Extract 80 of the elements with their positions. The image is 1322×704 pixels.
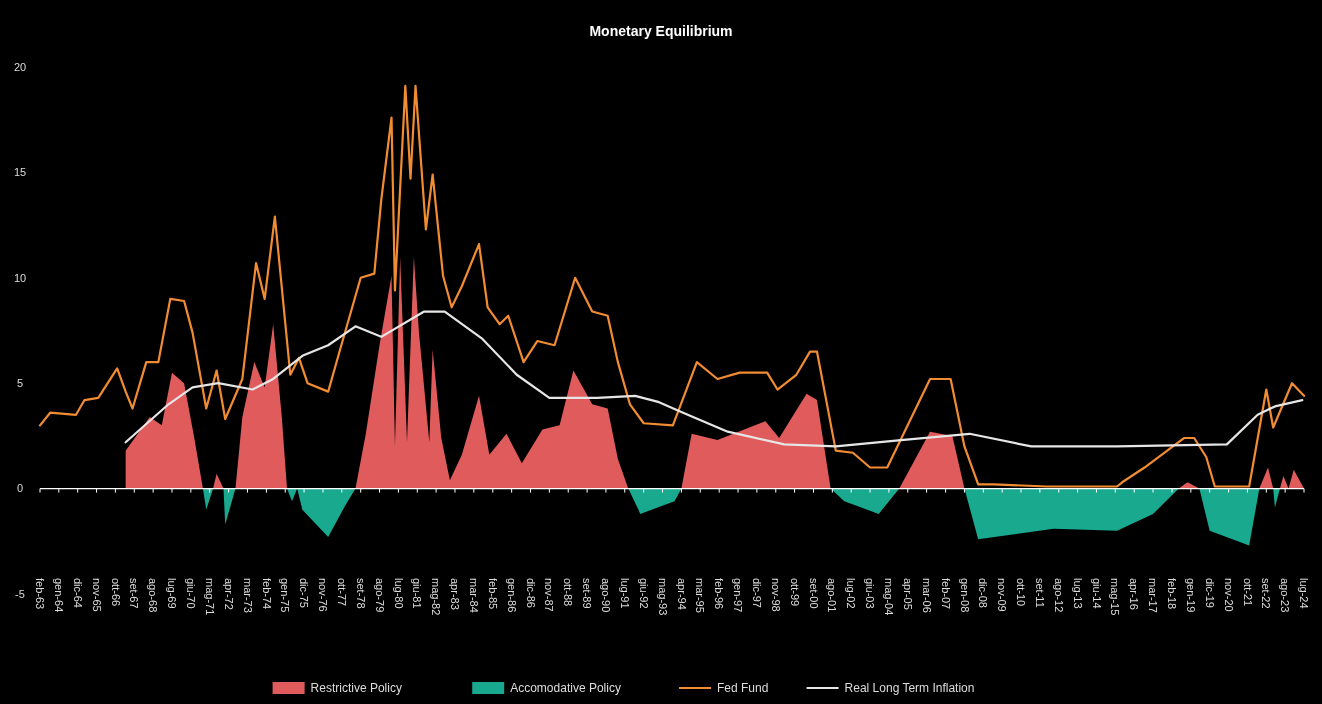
y-tick-label: -5: [15, 587, 25, 600]
chart-title: Monetary Equilibrium: [589, 23, 733, 39]
x-tick-label: giu-70: [185, 578, 197, 609]
x-tick-label: gen-97: [732, 578, 745, 613]
x-tick-label: feb-85: [486, 578, 499, 610]
x-tick-label: ott-10: [1015, 578, 1028, 607]
x-tick-label: mag-15: [1109, 578, 1122, 616]
x-tick-label: ott-21: [1241, 578, 1254, 607]
x-tick-label: mar-73: [241, 578, 254, 613]
x-tick-label: feb-63: [34, 578, 47, 610]
x-tick-label: ago-01: [826, 578, 839, 613]
x-tick-label: set-22: [1260, 578, 1273, 609]
x-tick-label: mag-71: [203, 578, 216, 616]
x-tick-label: ott-99: [788, 578, 801, 607]
x-tick-label: gen-08: [958, 578, 971, 613]
x-tick-label: feb-74: [260, 578, 273, 610]
x-tick-label: ago-90: [600, 578, 613, 613]
legend-label: Fed Fund: [717, 681, 769, 696]
y-tick-label: 0: [16, 482, 24, 495]
x-tick-label: ott-77: [335, 578, 348, 607]
x-tick-label: apr-83: [449, 578, 462, 610]
x-tick-label: feb-96: [713, 578, 726, 610]
x-tick-label: mag-04: [883, 578, 896, 616]
x-tick-label: giu-92: [637, 578, 650, 609]
x-tick-label: ott-66: [109, 578, 122, 607]
x-tick-label: mag-82: [430, 578, 443, 616]
x-tick-label: nov-98: [769, 578, 782, 612]
x-tick-label: lug-02: [845, 578, 858, 609]
x-tick-label: dic-19: [1203, 578, 1216, 608]
x-tick-label: giu-14: [1090, 578, 1103, 609]
x-tick-label: apr-72: [222, 578, 235, 610]
legend-label: Accomodative Policy: [510, 681, 621, 696]
x-tick-label: nov-20: [1222, 578, 1235, 612]
x-tick-label: lug-24: [1298, 578, 1311, 609]
x-tick-label: lug-69: [166, 578, 179, 609]
x-tick-label: apr-05: [901, 578, 914, 610]
x-tick-label: nov-76: [317, 578, 330, 612]
x-tick-label: nov-87: [543, 578, 556, 612]
y-tick-label: 20: [13, 60, 27, 73]
x-tick-label: ago-23: [1279, 578, 1292, 613]
x-tick-label: gen-64: [52, 578, 65, 613]
x-tick-label: set-89: [581, 578, 594, 609]
x-tick-label: gen-19: [1185, 578, 1197, 613]
x-tick-label: lug-13: [1071, 578, 1084, 609]
y-tick-label: 10: [13, 271, 27, 284]
x-tick-label: ago-68: [147, 578, 160, 613]
y-tick-label: 15: [13, 166, 27, 179]
x-tick-label: apr-16: [1128, 578, 1141, 610]
y-tick-label: 5: [16, 377, 24, 390]
x-tick-label: mar-95: [694, 578, 707, 613]
x-tick-label: mar-17: [1147, 578, 1160, 613]
legend-label: Real Long Term Inflation: [844, 681, 975, 696]
x-tick-label: ott-88: [562, 578, 575, 607]
x-tick-label: mag-93: [656, 578, 669, 616]
x-tick-label: dic-97: [751, 578, 764, 608]
x-tick-label: giu-81: [411, 578, 424, 609]
x-tick-label: set-00: [807, 578, 820, 609]
x-tick-label: lug-80: [392, 578, 405, 609]
x-tick-label: ago-79: [373, 578, 386, 613]
x-tick-label: gen-86: [505, 578, 518, 613]
x-tick-label: dic-86: [524, 578, 537, 608]
x-tick-label: ago-12: [1052, 578, 1065, 613]
line-series: [124, 310, 1304, 448]
x-tick-label: mar-06: [920, 578, 933, 613]
x-tick-label: mar-84: [467, 578, 480, 613]
x-tick-label: apr-94: [675, 578, 688, 610]
x-tick-label: set-67: [128, 578, 141, 609]
x-tick-label: set-11: [1034, 578, 1047, 608]
x-tick-label: dic-64: [71, 578, 84, 608]
x-tick-label: set-78: [354, 578, 367, 609]
x-tick-label: gen-75: [279, 578, 292, 613]
x-tick-label: giu-03: [864, 578, 877, 609]
x-tick-label: nov-09: [996, 578, 1009, 612]
x-tick-label: feb-07: [939, 578, 952, 610]
x-tick-label: nov-65: [90, 578, 103, 612]
x-tick-label: feb-18: [1166, 578, 1179, 610]
x-tick-label: dic-08: [977, 578, 990, 608]
x-tick-label: lug-91: [618, 578, 631, 609]
legend-label: Restrictive Policy: [310, 681, 402, 696]
x-tick-label: dic-75: [298, 578, 311, 608]
